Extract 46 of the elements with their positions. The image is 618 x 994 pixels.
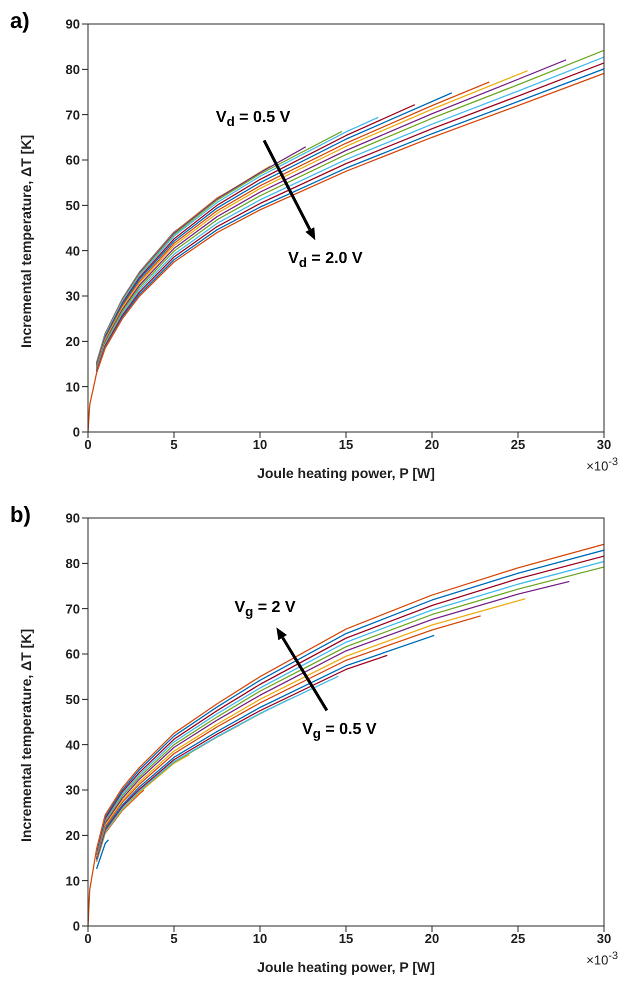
x-tick-label: 25	[510, 437, 526, 452]
x-tick-label: 5	[170, 437, 178, 452]
chart-title: a)	[10, 8, 30, 34]
annotation: V$_{d}$ = 0.5 V	[216, 108, 290, 130]
annotation: V$_{g}$ = 2 V	[234, 598, 296, 619]
y-tick-label: 80	[66, 556, 80, 571]
x-tick-label: 0	[84, 437, 92, 452]
y-tick-label: 10	[66, 873, 80, 888]
x-axis-title: Joule heating power, P [W]	[257, 959, 435, 975]
y-tick-label: 70	[66, 601, 80, 616]
y-tick-label: 80	[66, 62, 80, 77]
y-tick-label: 40	[66, 737, 80, 752]
y-axis-title: Incremental temperature, ΔT [K]	[18, 134, 34, 348]
y-tick-label: 20	[66, 828, 80, 843]
annotation: V$_{d}$ = 2.0 V	[288, 250, 363, 270]
chart-title: b)	[10, 502, 31, 528]
x-tick-label: 25	[510, 931, 526, 946]
annotation: V$_{g}$ = 0.5 V	[302, 720, 376, 742]
y-tick-label: 0	[72, 424, 80, 440]
x-tick-label: 10	[252, 437, 268, 452]
y-tick-label: 60	[66, 152, 80, 168]
y-tick-label: 10	[66, 379, 80, 394]
y-tick-label: 30	[66, 288, 80, 304]
x-tick-label: 20	[424, 437, 440, 452]
text: ×10$^{-3}$	[586, 456, 618, 474]
y-tick-label: 70	[66, 107, 80, 122]
y-tick-label: 90	[66, 16, 80, 32]
y-tick-label: 90	[66, 510, 80, 526]
y-tick-label: 60	[66, 646, 80, 662]
y-tick-label: 50	[66, 692, 80, 707]
x-tick-label: 10	[252, 931, 268, 946]
x-axis-title: Joule heating power, P [W]	[257, 465, 435, 481]
text: ×10$^{-3}$	[586, 950, 618, 968]
x-tick-label: 15	[338, 931, 354, 946]
y-tick-label: 30	[66, 782, 80, 798]
x-tick-label: 20	[424, 931, 440, 946]
y-tick-label: 0	[72, 918, 80, 934]
x-tick-label: 30	[596, 931, 612, 946]
x-tick-label: 30	[596, 437, 612, 452]
x-tick-label: 5	[170, 931, 178, 946]
y-axis-title: Incremental temperature, ΔT [K]	[18, 628, 34, 842]
x-tick-label: 15	[338, 437, 354, 452]
y-tick-label: 20	[66, 334, 80, 349]
y-tick-label: 50	[66, 198, 80, 213]
y-tick-label: 40	[66, 243, 80, 258]
x-tick-label: 0	[84, 931, 92, 946]
